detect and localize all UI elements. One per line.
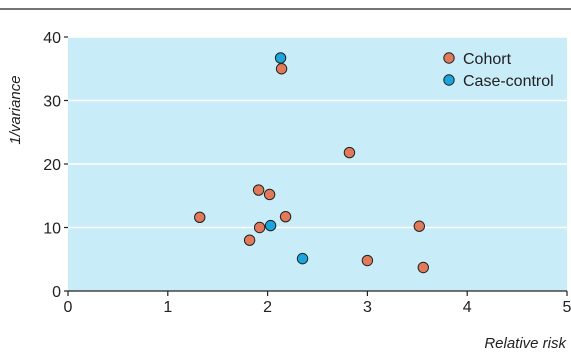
point-case-control <box>264 219 277 232</box>
y-tick-label: 0 <box>52 284 61 301</box>
point-cohort <box>252 184 265 196</box>
y-tick-label: 40 <box>43 30 61 47</box>
legend: Cohort Case-control <box>443 51 554 90</box>
y-axis-title: 1/variance <box>7 75 24 144</box>
x-tick-label: 1 <box>163 299 172 316</box>
x-axis-title: Relative risk <box>484 335 567 352</box>
point-cohort <box>413 220 425 232</box>
legend-label-cohort: Cohort <box>463 51 512 68</box>
y-tick-label: 30 <box>43 94 61 111</box>
legend-marker-cohort <box>443 52 455 64</box>
y-tick-label: 20 <box>43 157 61 174</box>
point-cohort <box>361 254 374 267</box>
y-axis-ticks: 0 10 20 30 40 <box>43 30 68 301</box>
y-tick-label: 10 <box>43 221 61 238</box>
point-cohort <box>253 221 266 234</box>
legend-marker-case-control <box>443 74 455 86</box>
x-tick-label: 2 <box>263 299 272 316</box>
x-axis-ticks: 0 1 2 3 4 5 <box>64 291 571 316</box>
x-tick-label: 0 <box>64 299 73 316</box>
x-tick-label: 4 <box>463 299 472 316</box>
point-cohort <box>243 234 256 246</box>
point-case-control <box>296 252 309 265</box>
point-cohort <box>279 211 292 223</box>
point-cohort <box>417 261 429 274</box>
point-cohort <box>263 188 276 201</box>
gridlines <box>68 36 567 229</box>
x-tick-label: 5 <box>563 299 571 316</box>
legend-label-case-control: Case-control <box>463 73 554 90</box>
data-points <box>194 52 429 274</box>
point-case-control <box>274 52 287 64</box>
x-tick-label: 3 <box>363 299 372 316</box>
point-cohort <box>194 211 206 224</box>
point-cohort <box>343 146 356 159</box>
point-cohort <box>275 63 288 75</box>
